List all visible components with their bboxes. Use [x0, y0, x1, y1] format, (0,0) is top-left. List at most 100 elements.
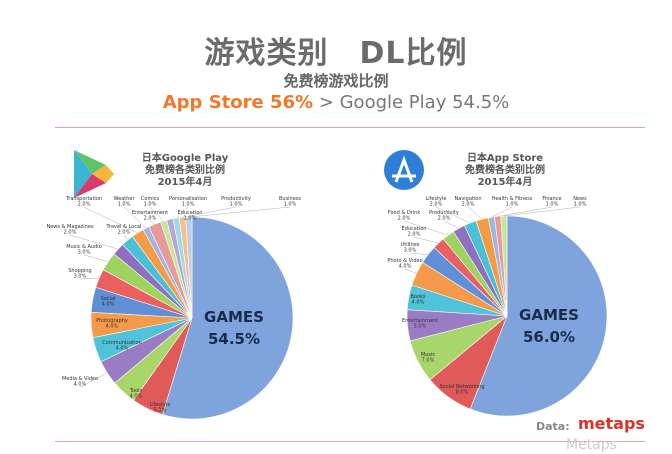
chart-title-line: 2015年4月	[477, 177, 533, 188]
data-label: Data:	[536, 420, 570, 433]
leader-line	[69, 234, 119, 250]
slice-label: Travel & Local	[106, 224, 142, 230]
leader-line	[435, 206, 471, 224]
slice-label: Communication	[102, 340, 141, 346]
slice-label: Productivity	[429, 210, 459, 216]
slice-value: 2.0%	[144, 216, 157, 222]
slice-value: 54.5%	[208, 330, 260, 348]
pie-slice	[162, 216, 294, 420]
slice-value: 2.0%	[64, 230, 77, 236]
slice-value: 2.0%	[398, 216, 411, 222]
slice-label: Entertainment	[132, 210, 168, 216]
slice-label: Education	[178, 210, 203, 216]
leader-line	[403, 220, 449, 236]
slice-value: 8.0%	[456, 390, 469, 396]
leader-line	[409, 252, 429, 255]
slice-label: Media & Video	[62, 376, 98, 382]
chart-title-line: 免费榜各类别比例	[465, 165, 545, 176]
slice-label: News & Magazines	[46, 224, 93, 230]
slice-label: Productivity	[221, 196, 251, 202]
slice-value: 3.0%	[74, 274, 87, 280]
slice-label: Food & Drink	[388, 210, 421, 216]
leader-line	[123, 206, 147, 229]
subtitle: 免费榜游戏比例	[283, 72, 389, 90]
google-play-icon	[74, 150, 114, 198]
leader-line	[79, 278, 100, 280]
slice-value: 2.0%	[408, 232, 421, 238]
slice-label: Transportation	[65, 196, 102, 202]
slice-value: 1.0%	[284, 202, 297, 208]
leader-line	[123, 234, 128, 241]
leader-line	[497, 206, 553, 217]
leader-line	[83, 206, 138, 234]
slice-value: 1.0%	[546, 202, 559, 208]
slice-value: 7.0%	[422, 358, 435, 364]
leader-line	[182, 206, 237, 218]
chart-title-line: 免费榜各类别比例	[145, 165, 225, 176]
leader-line	[404, 268, 417, 274]
watermark: Metaps	[566, 437, 617, 453]
slice-label: Music & Audio	[66, 244, 102, 250]
slice-value: 1.0%	[230, 202, 243, 208]
slice-label: Entertainment	[402, 318, 438, 324]
slice-value: 5.1%	[154, 408, 167, 414]
divider-top	[55, 127, 645, 128]
slice-label: Shopping	[68, 268, 91, 274]
slice-label: Health & Fitness	[492, 196, 533, 202]
pie-slice	[469, 215, 608, 417]
slice-label: Navigation	[455, 196, 482, 202]
slice-value: 5.0%	[414, 324, 427, 330]
slice-value: 1.0%	[144, 202, 157, 208]
slice-label: News	[573, 196, 587, 202]
comparison: App Store 56% > Google Play 54.5%	[0, 92, 672, 113]
slice-value: 4.0%	[130, 394, 143, 400]
leader-line	[149, 220, 155, 225]
slice-value: 3.0%	[78, 250, 91, 256]
slice-label: Tools	[129, 388, 143, 394]
slice-value: 4.0%	[74, 382, 87, 388]
chart-title-line: 2015年4月	[157, 177, 213, 188]
slice-value: 3.0%	[404, 248, 417, 254]
metaps-logo: metaps	[578, 414, 645, 433]
slice-value: 1.0%	[184, 216, 197, 222]
slice-label: Utilities	[401, 242, 420, 248]
leader-line	[175, 206, 189, 219]
slice-label: Social Networking	[439, 384, 484, 390]
app-store-icon	[384, 150, 424, 190]
slice-label: Personalisation	[169, 196, 207, 202]
slice-value: 2.0%	[118, 230, 131, 236]
leader-line	[188, 206, 291, 218]
slice-value: 4.0%	[106, 324, 119, 330]
slice-value: 4.0%	[116, 346, 129, 352]
pie-0	[69, 206, 294, 420]
slice-label: Business	[279, 196, 301, 202]
slice-label: GAMES	[204, 308, 264, 326]
slice-label: Lifestyle	[149, 402, 170, 408]
slice-value: 1.0%	[118, 202, 131, 208]
slice-label: Finance	[542, 196, 561, 202]
slice-value: 56.0%	[523, 328, 575, 346]
slice-value: 4.0%	[399, 264, 412, 270]
slice-label: GAMES	[519, 306, 579, 324]
leader-line	[467, 206, 483, 220]
slice-label: Photography	[96, 318, 128, 324]
slice-value: 1.0%	[182, 202, 195, 208]
slice-value: 2.0%	[430, 202, 443, 208]
slice-value: 1.0%	[506, 202, 519, 208]
leader-line	[443, 220, 459, 229]
slice-value: 4.0%	[412, 300, 425, 306]
slice-label: Education	[402, 226, 427, 232]
leader-line	[491, 206, 513, 218]
app-store-chart-title: 日本App Store 免费榜各类别比例 2015年4月	[450, 153, 560, 189]
slice-value: 4.0%	[102, 302, 115, 308]
leader-line	[413, 236, 439, 244]
slice-value: 2.0%	[462, 202, 475, 208]
google-play-share: Google Play 54.5%	[339, 92, 510, 113]
google-play-chart-title: 日本Google Play 免费榜各类别比例 2015年4月	[130, 153, 240, 189]
divider-bottom	[55, 441, 645, 442]
slice-value: 2.0%	[78, 202, 91, 208]
slice-label: Lifestyle	[425, 196, 446, 202]
